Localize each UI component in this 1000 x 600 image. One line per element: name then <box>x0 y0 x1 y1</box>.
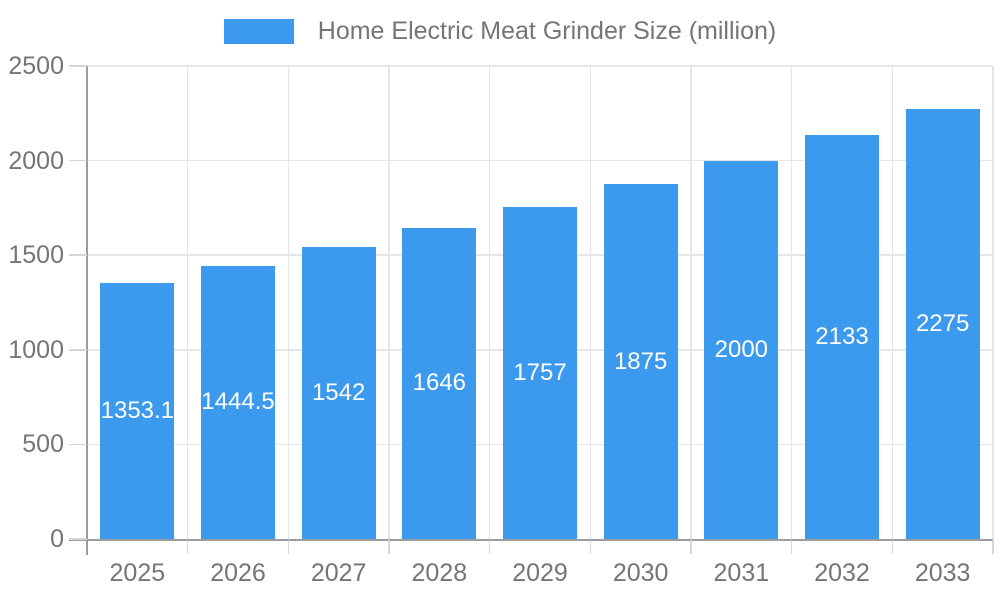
gridline-horizontal <box>87 159 993 162</box>
y-tick <box>69 349 87 351</box>
gridline-vertical <box>287 66 290 539</box>
gridline-horizontal <box>87 65 993 67</box>
bar[interactable]: 1542 <box>301 247 376 539</box>
gridline-vertical <box>589 66 592 539</box>
bar-value-label: 1646 <box>412 369 467 397</box>
x-axis-tick-label: 2031 <box>713 559 770 587</box>
x-axis-tick-label: 2026 <box>210 559 266 587</box>
gridline-vertical <box>186 66 189 539</box>
gridline-vertical <box>790 66 793 539</box>
chart-legend[interactable]: Home Electric Meat Grinder Size (million… <box>0 17 1000 46</box>
bar[interactable]: 2000 <box>704 160 779 539</box>
bar[interactable]: 1757 <box>503 206 577 539</box>
x-axis-tick-label: 2027 <box>310 559 367 587</box>
y-tick <box>69 443 87 446</box>
gridline-vertical <box>992 66 994 539</box>
y-tick <box>69 159 87 162</box>
x-axis-tick-label: 2028 <box>411 559 468 587</box>
bar[interactable]: 1353.1 <box>100 282 175 539</box>
y-axis-tick-label: 1000 <box>8 335 64 364</box>
bar[interactable]: 1875 <box>603 184 678 539</box>
x-tick <box>287 540 290 554</box>
x-tick <box>790 540 793 554</box>
bar-value-label: 1875 <box>613 347 668 375</box>
y-axis-tick-label: 500 <box>22 430 64 459</box>
y-axis-tick-label: 2500 <box>8 52 64 80</box>
x-tick <box>589 540 592 554</box>
legend-label[interactable]: Home Electric Meat Grinder Size (million… <box>317 17 777 45</box>
x-axis-tick-label: 2029 <box>512 559 568 587</box>
x-tick <box>388 540 390 554</box>
x-tick <box>891 540 894 554</box>
bar-value-label: 1542 <box>311 379 366 407</box>
bar[interactable]: 1646 <box>402 227 477 539</box>
gridline-vertical <box>488 66 491 539</box>
x-tick <box>488 540 491 554</box>
bar[interactable]: 2133 <box>805 135 879 539</box>
bar[interactable]: 2275 <box>905 108 980 539</box>
y-axis-tick-label: 0 <box>50 525 64 553</box>
x-axis-tick-label: 2032 <box>814 559 870 587</box>
bar-value-label: 1757 <box>513 358 567 386</box>
plot-area: 1353.1 1444.5 1542 1646 1757 1875 2000 2133 2275 <box>87 65 994 539</box>
bar-value-label: 2275 <box>915 309 970 337</box>
x-tick <box>186 540 189 554</box>
bar-value-label: 2000 <box>714 335 769 363</box>
x-axis-tick-label: 2030 <box>612 559 669 587</box>
y-tick <box>69 254 87 256</box>
y-tick <box>69 538 87 540</box>
y-tick <box>69 65 87 67</box>
x-axis-tick-label: 2033 <box>914 559 971 587</box>
legend-swatch[interactable] <box>223 19 294 44</box>
bar-value-label: 1353.1 <box>100 396 175 424</box>
x-axis-line <box>69 538 993 541</box>
y-axis-tick-label: 1500 <box>8 241 64 270</box>
y-axis-tick-label: 2000 <box>8 146 64 175</box>
bar[interactable]: 1444.5 <box>201 265 275 539</box>
gridline-vertical <box>388 66 390 539</box>
x-tick <box>992 540 994 554</box>
gridline-vertical <box>891 66 894 539</box>
x-axis-tick-label: 2025 <box>109 559 166 587</box>
bar-value-label: 2133 <box>815 323 869 351</box>
bar-value-label: 1444.5 <box>201 388 275 416</box>
x-tick <box>690 540 692 554</box>
y-axis-line <box>86 66 88 555</box>
gridline-vertical <box>690 66 692 539</box>
